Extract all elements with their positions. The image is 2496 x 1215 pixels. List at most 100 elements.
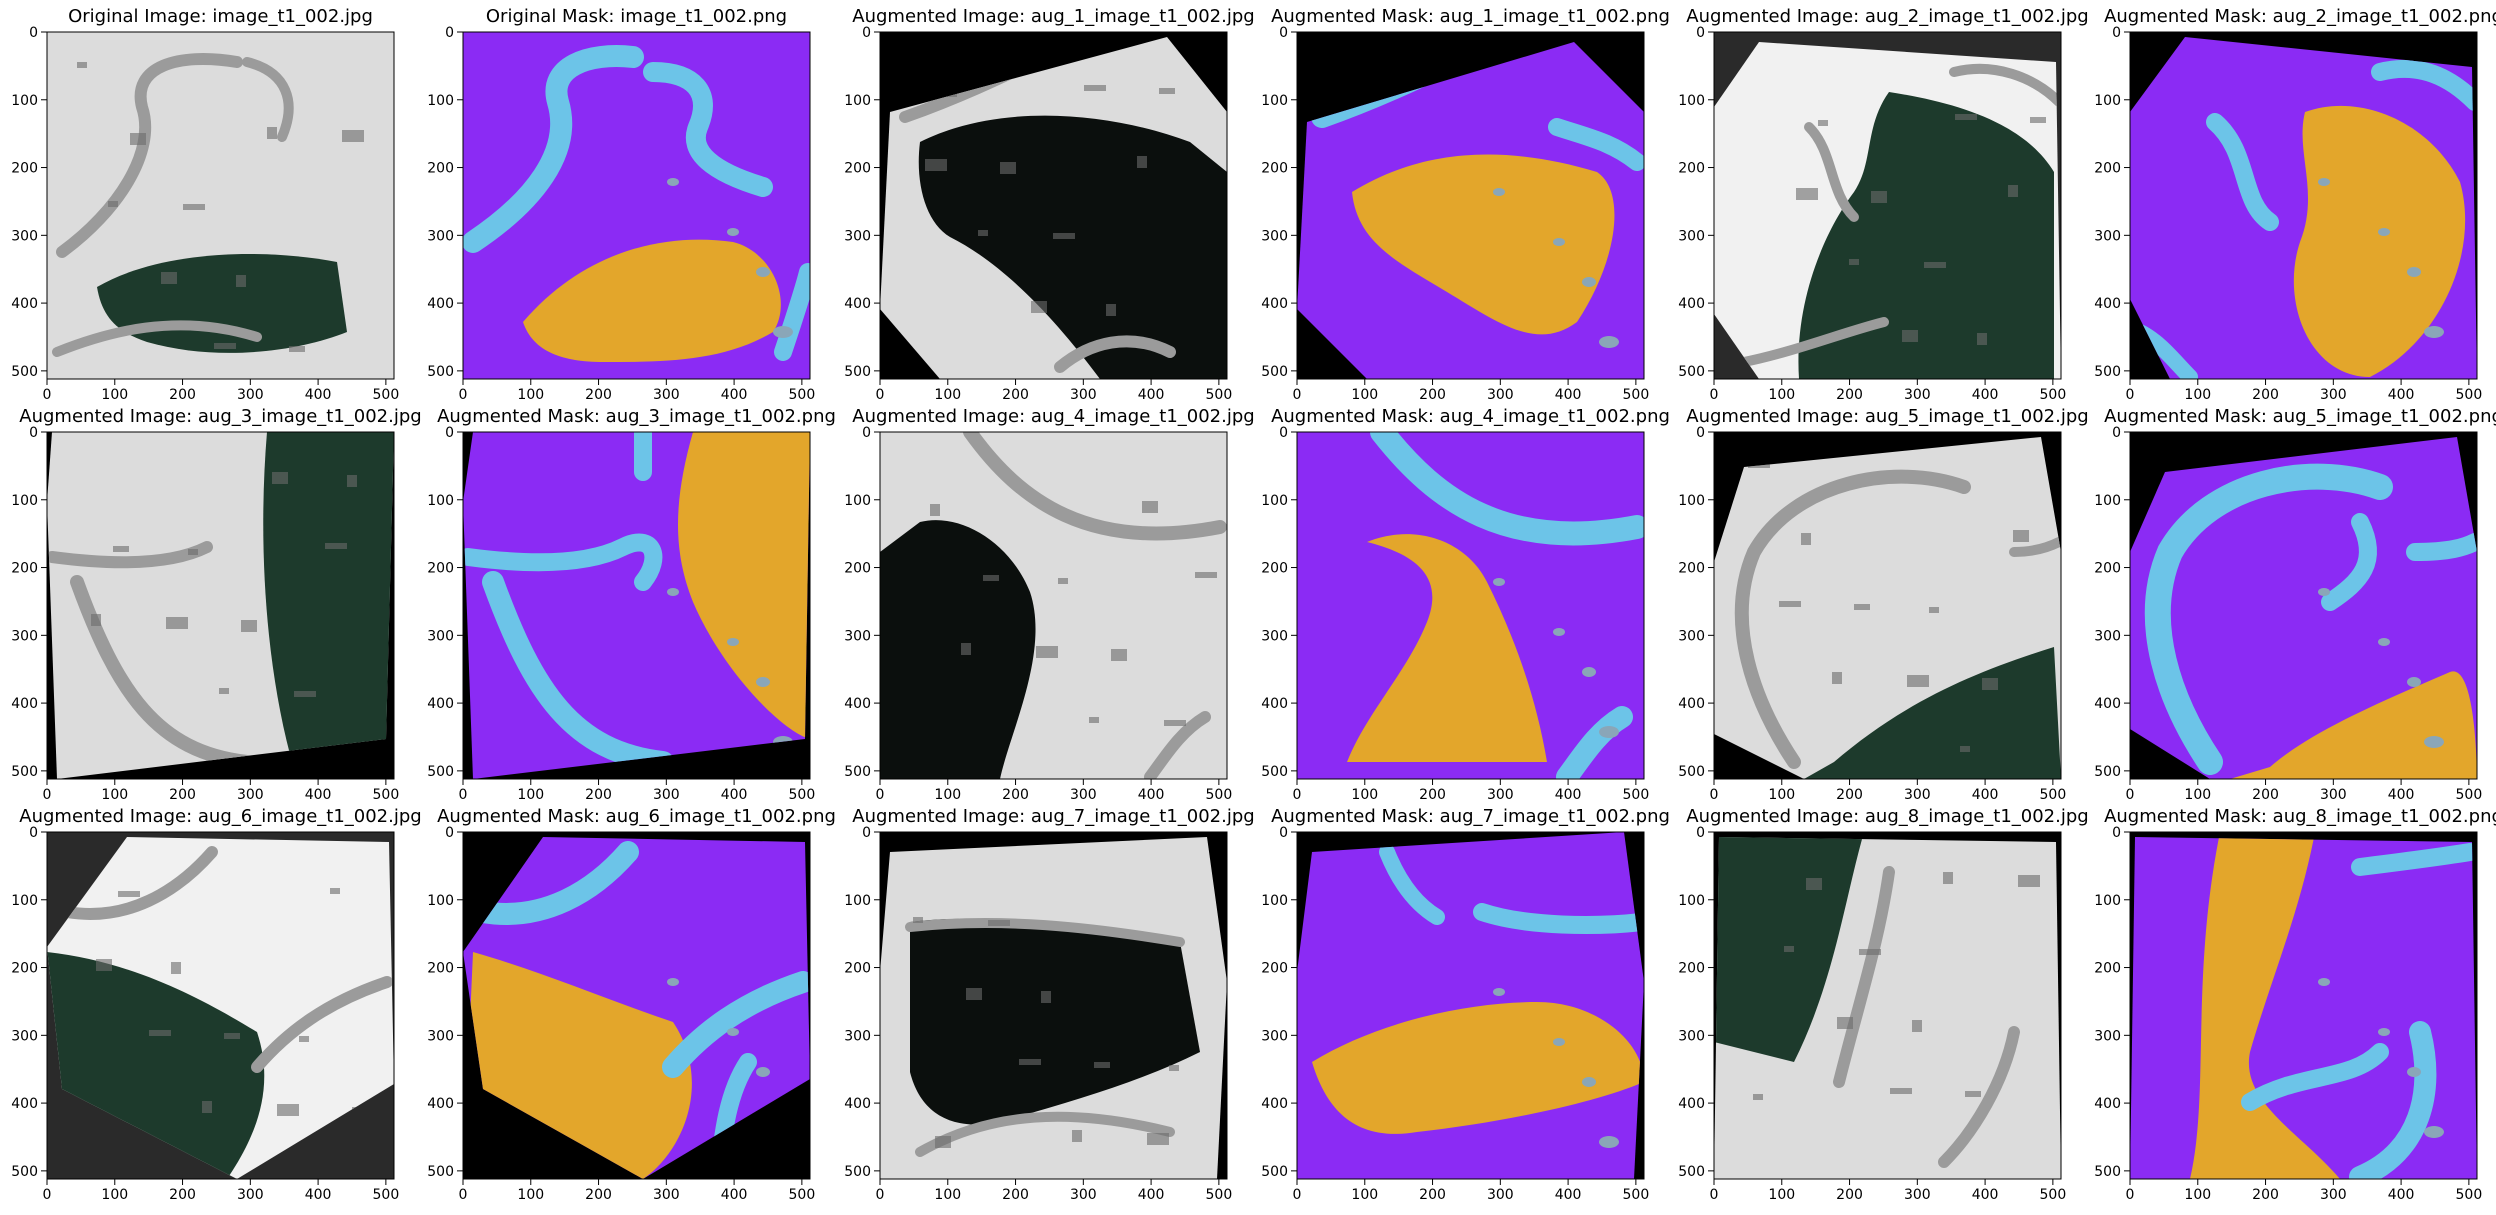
y-tick-label: 200 (844, 561, 871, 577)
y-tick-label: 300 (2094, 228, 2121, 244)
image-detail (347, 475, 357, 487)
x-tick-label: 300 (2320, 787, 2347, 803)
image-content (1714, 837, 2061, 1179)
y-tick-label: 300 (1261, 1028, 1288, 1044)
image-detail (1818, 120, 1828, 126)
x-tick-label: 400 (721, 387, 748, 403)
image-detail (978, 230, 988, 236)
image-detail (77, 62, 87, 68)
y-tick-label: 500 (1261, 764, 1288, 780)
y-tick-label: 0 (1696, 425, 1705, 441)
x-tick-label: 400 (1972, 1187, 1999, 1203)
x-tick-label: 400 (2388, 387, 2415, 403)
x-tick-label: 500 (2456, 387, 2483, 403)
image-road (61, 846, 218, 920)
axes-frame (2129, 31, 2478, 380)
y-tick-label: 100 (2094, 893, 2121, 909)
image-road (52, 320, 262, 357)
image-road (963, 432, 1227, 541)
x-tick-label: 100 (1768, 787, 1795, 803)
axes-frame (1296, 431, 1645, 780)
x-tick-label: 100 (934, 387, 961, 403)
image-detail (1929, 607, 1939, 613)
panel-title: Augmented Mask: aug_3_image_t1_002.png (437, 406, 836, 427)
y-tick-label: 200 (11, 161, 38, 177)
x-tick-label: 200 (1836, 387, 1863, 403)
y-tick-label: 500 (1678, 764, 1705, 780)
x-tick-label: 100 (1351, 1187, 1378, 1203)
y-tick-label: 0 (29, 25, 38, 41)
y-tick-label: 100 (1261, 893, 1288, 909)
x-tick-label: 300 (1487, 787, 1514, 803)
image-road (1734, 469, 1971, 769)
y-tick-label: 0 (862, 425, 871, 441)
mask-gray-spot (2407, 677, 2421, 687)
x-tick-label: 100 (934, 1187, 961, 1203)
y-tick-label: 400 (1678, 296, 1705, 312)
y-tick-label: 0 (2112, 425, 2121, 441)
mask-gray-spot (2378, 228, 2390, 236)
image-detail (1147, 1133, 1169, 1145)
axes-frame (1713, 831, 2062, 1180)
y-tick-label: 200 (1261, 961, 1288, 977)
x-tick-label: 100 (517, 787, 544, 803)
mask-land (1352, 154, 1615, 335)
y-tick-label: 500 (844, 364, 871, 380)
x-tick-label: 500 (1623, 1187, 1650, 1203)
mask-land (678, 432, 810, 739)
x-tick-label: 300 (237, 1187, 264, 1203)
image-detail (925, 159, 947, 171)
image-detail (1195, 572, 1217, 578)
y-tick-label: 200 (2094, 161, 2121, 177)
y-tick-label: 0 (862, 25, 871, 41)
y-tick-label: 100 (427, 93, 454, 109)
mask-channel (1473, 903, 1644, 934)
mask-gray-spots (2318, 178, 2444, 338)
x-tick-label: 500 (373, 387, 400, 403)
image-detail (96, 959, 112, 971)
mask-content (463, 432, 810, 779)
image-detail (983, 575, 999, 581)
x-tick-label: 300 (1070, 1187, 1097, 1203)
image-detail (1965, 1091, 1981, 1097)
image-road (251, 976, 393, 1073)
image-detail (1753, 1094, 1763, 1100)
image-water (918, 115, 1227, 379)
mask-channel (2321, 513, 2378, 611)
x-tick-label: 500 (1623, 387, 1650, 403)
mask-channel (2351, 843, 2477, 876)
x-tick-label: 400 (305, 1187, 332, 1203)
axes-frame (1296, 831, 1645, 1180)
y-tick-label: 500 (11, 764, 38, 780)
mask-channel (2241, 1043, 2389, 1111)
x-tick-label: 400 (721, 1187, 748, 1203)
y-tick-label: 500 (2094, 1164, 2121, 1180)
panel-title: Augmented Mask: aug_2_image_t1_002.png (2104, 6, 2496, 27)
y-tick-label: 400 (11, 296, 38, 312)
panel-2: Original Mask: image_t1_002.png 0 100 200 30… (427, 6, 815, 403)
image-detail (1164, 720, 1186, 726)
image-detail (1849, 259, 1859, 265)
x-tick-label: 300 (1904, 387, 1931, 403)
y-tick-label: 200 (2094, 961, 2121, 977)
image-water (910, 918, 1200, 1125)
mask-gray-spot (2407, 267, 2421, 277)
x-tick-label: 500 (2456, 787, 2483, 803)
panel-title: Augmented Mask: aug_8_image_t1_002.png (2104, 806, 2496, 827)
image-details (930, 501, 1217, 726)
y-tick-label: 0 (1696, 25, 1705, 41)
y-tick-label: 200 (844, 961, 871, 977)
y-tick-label: 500 (2094, 764, 2121, 780)
image-detail (1137, 156, 1147, 168)
y-tick-label: 500 (1678, 364, 1705, 380)
axes-frame (46, 31, 395, 380)
image-road (1054, 335, 1176, 373)
x-tick-label: 100 (101, 787, 128, 803)
y-tick-label: 300 (2094, 1028, 2121, 1044)
image-detail (1058, 578, 1068, 584)
x-tick-label: 100 (934, 787, 961, 803)
